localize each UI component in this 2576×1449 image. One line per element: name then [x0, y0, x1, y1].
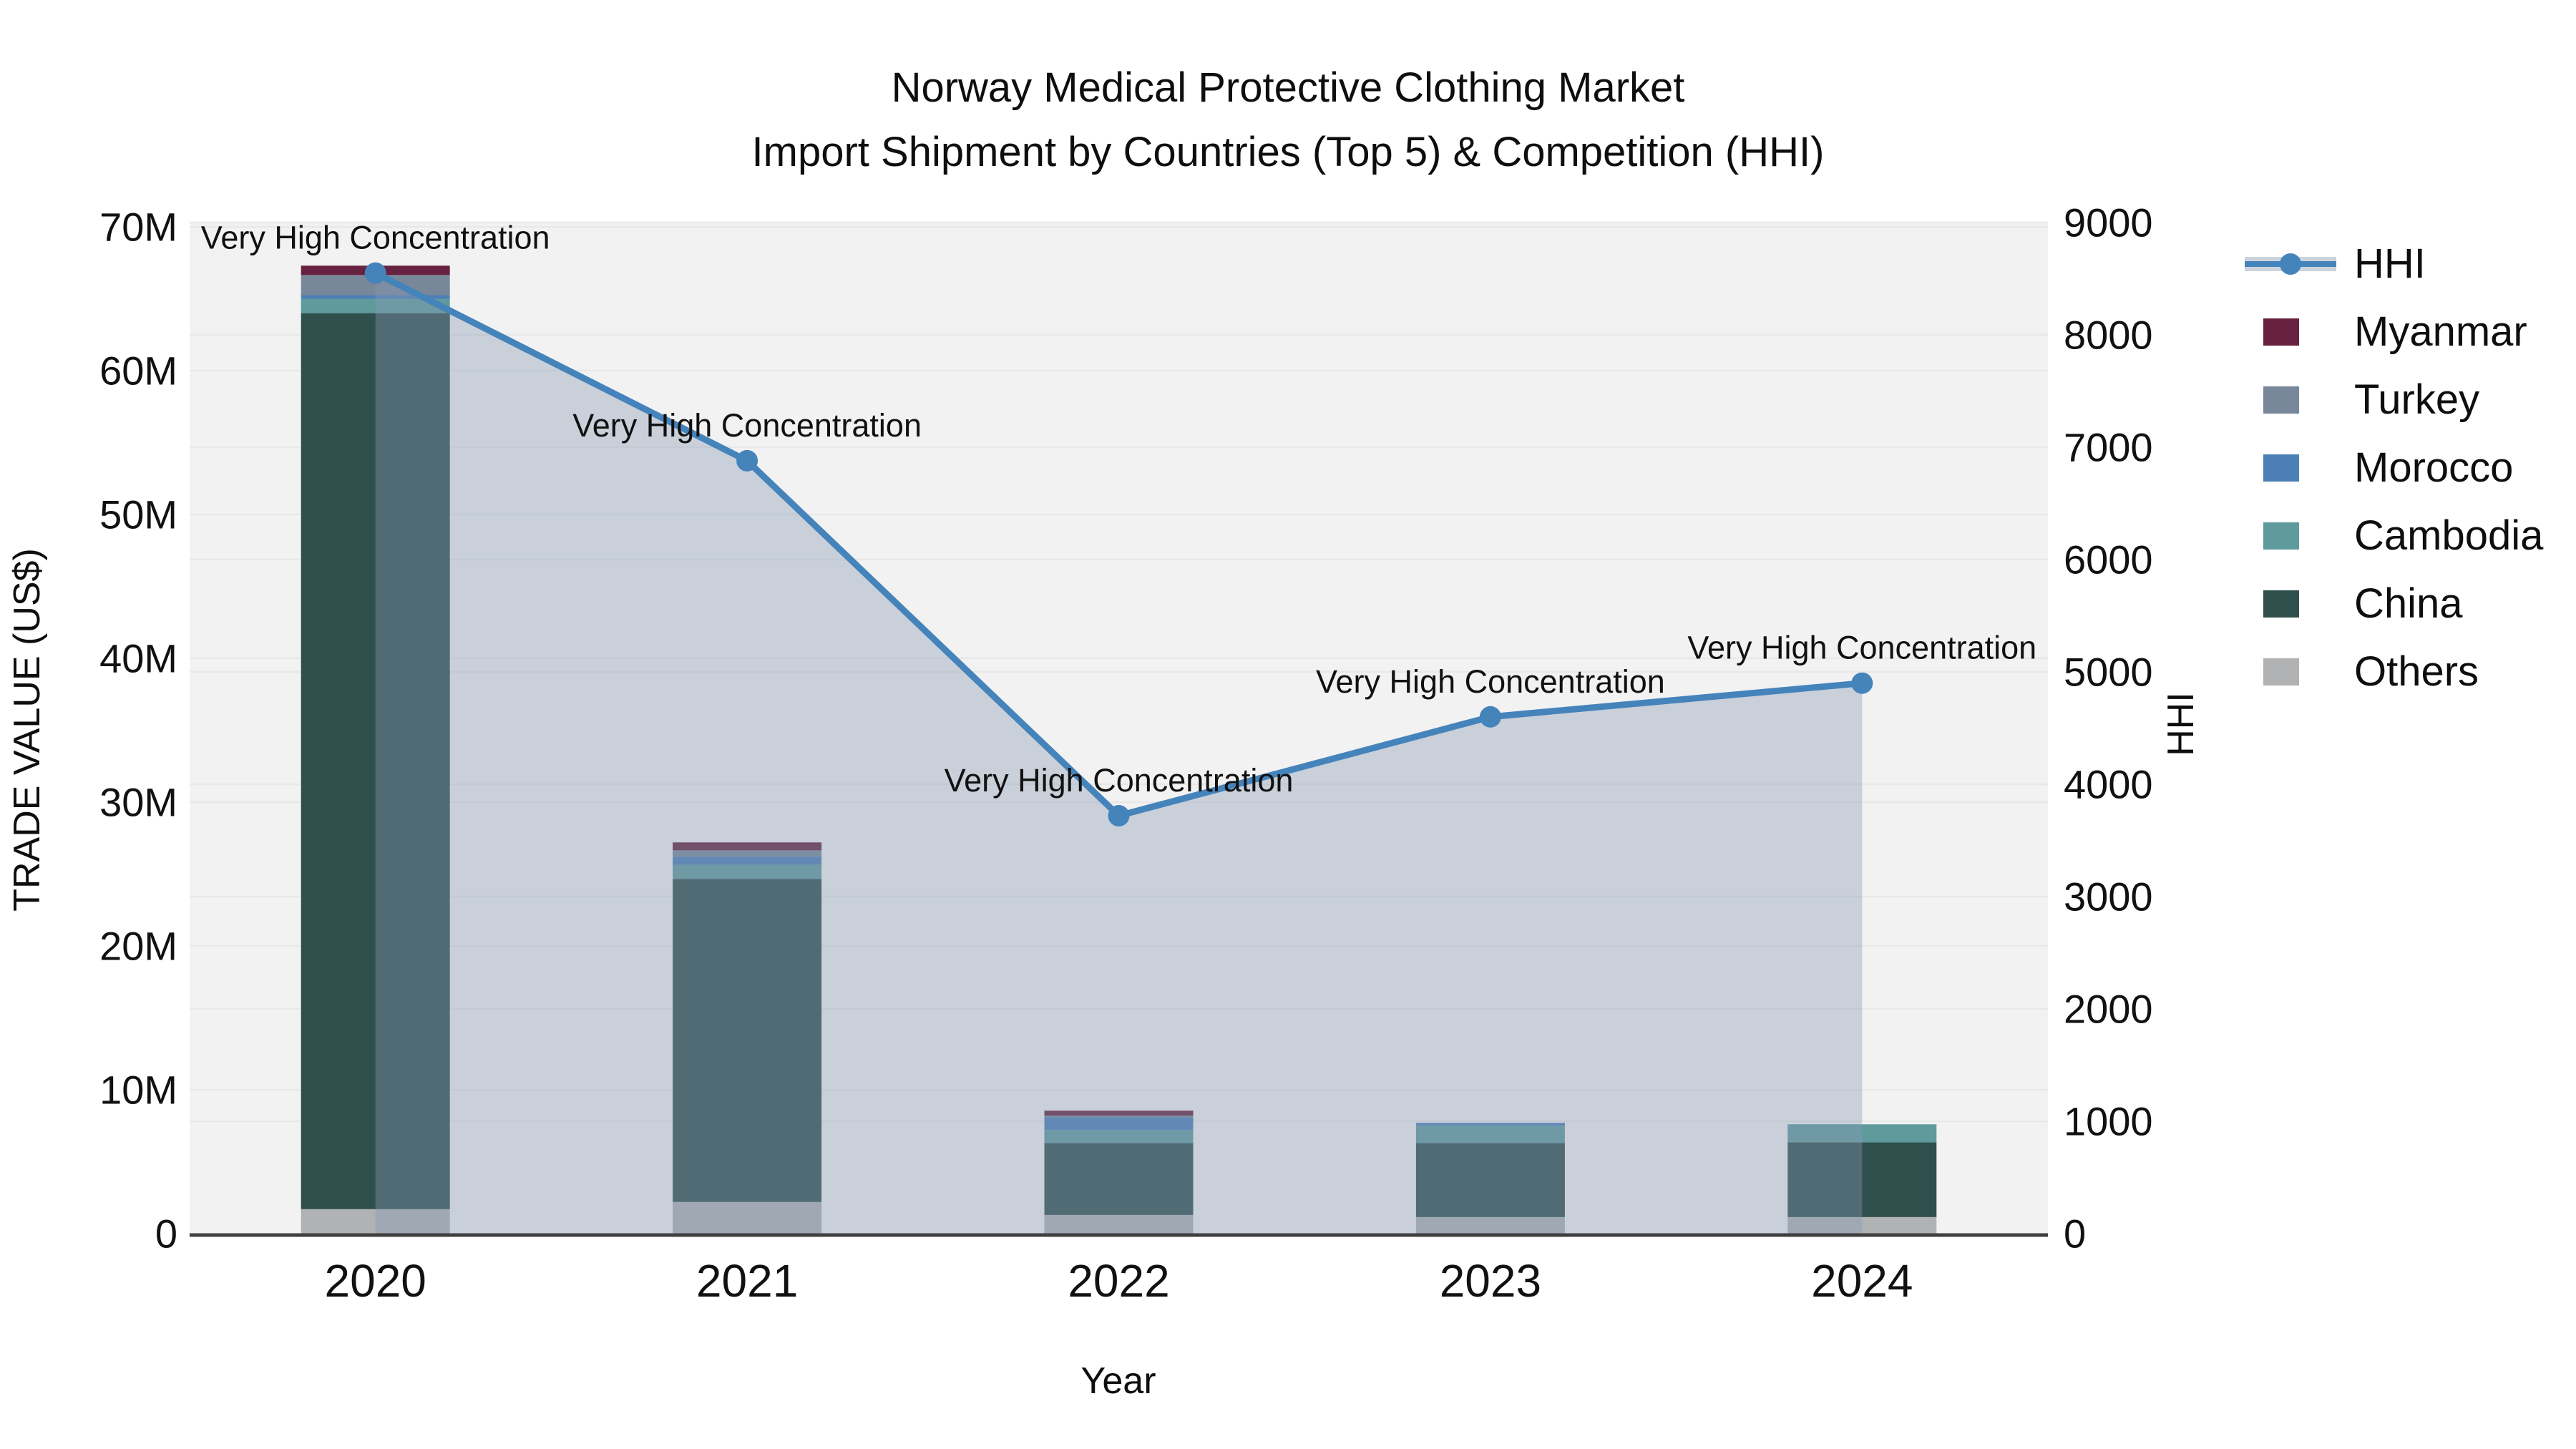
legend-symbol-box — [2233, 658, 2354, 686]
turkey-swatch-icon — [2263, 386, 2299, 414]
legend-symbol-box — [2233, 386, 2354, 414]
bar-segment-others-2022 — [1044, 1214, 1194, 1234]
hhi-marker-2022 — [1108, 804, 1130, 826]
legend-item-morocco[interactable]: Morocco — [2233, 434, 2543, 502]
y-right-tick-6000: 6000 — [2064, 537, 2153, 582]
bar-segment-cambodia-2021 — [673, 864, 822, 879]
bar-segment-others-2024 — [1787, 1216, 1937, 1234]
legend-label: China — [2354, 580, 2463, 627]
y-right-tick-0: 0 — [2064, 1211, 2086, 1257]
legend: HHI Myanmar Turkey Morocco Cambodia China Othe… — [2233, 230, 2543, 706]
cambodia-swatch-icon — [2263, 522, 2299, 550]
y-right-tick-7000: 7000 — [2064, 425, 2153, 470]
y-left-tick-70M: 70M — [99, 205, 177, 250]
bar-segment-turkey-2021 — [673, 850, 822, 857]
myanmar-swatch-icon — [2263, 318, 2299, 346]
y-left-tick-30M: 30M — [99, 780, 177, 825]
bar-segment-morocco-2023 — [1415, 1123, 1565, 1126]
legend-item-turkey[interactable]: Turkey — [2233, 366, 2543, 434]
bar-segment-morocco-2020 — [301, 295, 450, 299]
legend-symbol-box — [2233, 318, 2354, 346]
y-left-tick-40M: 40M — [99, 636, 177, 681]
bar-segment-myanmar-2021 — [673, 842, 822, 851]
morocco-swatch-icon — [2263, 454, 2299, 482]
y-left-tick-10M: 10M — [99, 1068, 177, 1113]
y-right-tick-8000: 8000 — [2064, 313, 2153, 358]
y-right-tick-2000: 2000 — [2064, 987, 2153, 1032]
y-left-tick-0: 0 — [155, 1211, 177, 1257]
legend-label: HHI — [2354, 240, 2426, 287]
y-right-tick-3000: 3000 — [2064, 874, 2153, 919]
china-swatch-icon — [2263, 590, 2299, 618]
bar-segment-china-2023 — [1415, 1143, 1565, 1217]
hhi-marker-2023 — [1479, 706, 1501, 728]
x-tick-2021: 2021 — [696, 1255, 798, 1307]
bar-segment-turkey-2022 — [1044, 1116, 1194, 1118]
bar-segment-china-2022 — [1044, 1143, 1194, 1215]
x-tick-2022: 2022 — [1068, 1255, 1169, 1307]
hhi-marker-2024 — [1851, 672, 1873, 694]
y-right-tick-4000: 4000 — [2064, 762, 2153, 807]
legend-item-cambodia[interactable]: Cambodia — [2233, 502, 2543, 570]
legend-symbol-box — [2233, 522, 2354, 550]
y-left-tick-20M: 20M — [99, 924, 177, 969]
x-tick-2024: 2024 — [1811, 1255, 1913, 1307]
bar-segment-cambodia-2023 — [1415, 1126, 1565, 1143]
others-swatch-icon — [2263, 658, 2299, 686]
annotation-2021: Very High Concentration — [572, 407, 922, 444]
bar-segment-others-2021 — [673, 1201, 822, 1234]
legend-label: Myanmar — [2354, 308, 2527, 355]
chart-title-line2: Import Shipment by Countries (Top 5) & C… — [751, 129, 1825, 175]
legend-item-myanmar[interactable]: Myanmar — [2233, 298, 2543, 366]
legend-label: Cambodia — [2354, 512, 2544, 559]
bar-segment-morocco-2022 — [1044, 1117, 1194, 1131]
bar-segment-others-2023 — [1415, 1216, 1565, 1234]
legend-item-others[interactable]: Others — [2233, 638, 2543, 706]
x-tick-2023: 2023 — [1440, 1255, 1541, 1307]
chart-title: Norway Medical Protective Clothing Marke… — [0, 56, 2576, 185]
bar-segment-china-2020 — [301, 313, 450, 1209]
y-right-tick-1000: 1000 — [2064, 1099, 2153, 1144]
legend-symbol-box — [2233, 454, 2354, 482]
y-left-tick-50M: 50M — [99, 492, 177, 537]
hhi-legend-dot — [2280, 253, 2301, 275]
y-left-tick-60M: 60M — [99, 348, 177, 394]
bar-segment-china-2021 — [673, 879, 822, 1202]
x-tick-2020: 2020 — [325, 1255, 426, 1307]
hhi-legend-icon — [2245, 253, 2336, 275]
legend-label: Morocco — [2354, 444, 2514, 491]
legend-item-hhi[interactable]: HHI — [2233, 230, 2543, 298]
hhi-marker-2021 — [736, 449, 758, 472]
x-axis-title: Year — [1080, 1360, 1156, 1402]
bar-segment-myanmar-2022 — [1044, 1111, 1194, 1116]
bar-segment-others-2020 — [301, 1209, 450, 1234]
legend-symbol-box — [2233, 590, 2354, 618]
bar-segment-cambodia-2020 — [301, 298, 450, 313]
annotation-2020: Very High Concentration — [201, 220, 550, 256]
annotation-2024: Very High Concentration — [1687, 630, 2036, 666]
annotation-2022: Very High Concentration — [945, 762, 1294, 799]
hhi-marker-2020 — [364, 262, 386, 284]
bar-segment-china-2024 — [1787, 1142, 1937, 1217]
bar-segment-cambodia-2022 — [1044, 1130, 1194, 1143]
y-right-tick-9000: 9000 — [2064, 200, 2153, 245]
hhi-area-fill — [375, 273, 1863, 1234]
plot-background — [190, 223, 2048, 1234]
legend-label: Turkey — [2354, 376, 2480, 423]
legend-label: Others — [2354, 648, 2479, 695]
bar-segment-cambodia-2024 — [1787, 1124, 1937, 1143]
y-right-tick-5000: 5000 — [2064, 650, 2153, 695]
bar-segment-morocco-2021 — [673, 857, 822, 865]
legend-symbol-box — [2233, 253, 2354, 275]
annotation-2023: Very High Concentration — [1316, 663, 1665, 700]
legend-item-china[interactable]: China — [2233, 570, 2543, 638]
chart-title-line1: Norway Medical Protective Clothing Marke… — [891, 64, 1685, 111]
